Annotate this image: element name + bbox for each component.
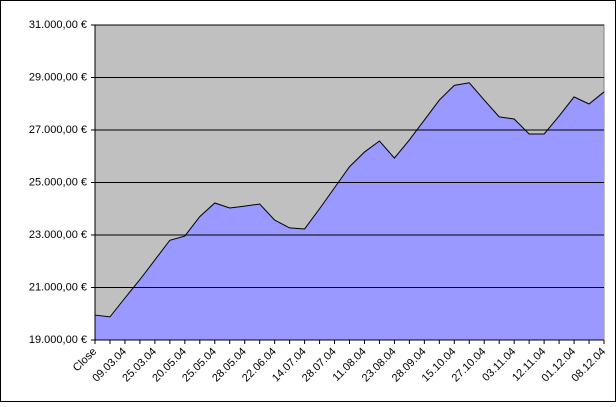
y-tick-label: 25.000,00 € bbox=[29, 176, 87, 188]
y-tick-label: 31.000,00 € bbox=[29, 19, 87, 31]
y-tick-label: 27.000,00 € bbox=[29, 124, 87, 136]
area-line bbox=[94, 82, 605, 318]
y-tick-label: 23.000,00 € bbox=[29, 229, 87, 241]
y-tick-label: 29.000,00 € bbox=[29, 71, 87, 83]
y-tick-label: 19.000,00 € bbox=[29, 334, 87, 346]
y-tick-label: 21.000,00 € bbox=[29, 281, 87, 293]
area-fill bbox=[95, 82, 604, 340]
